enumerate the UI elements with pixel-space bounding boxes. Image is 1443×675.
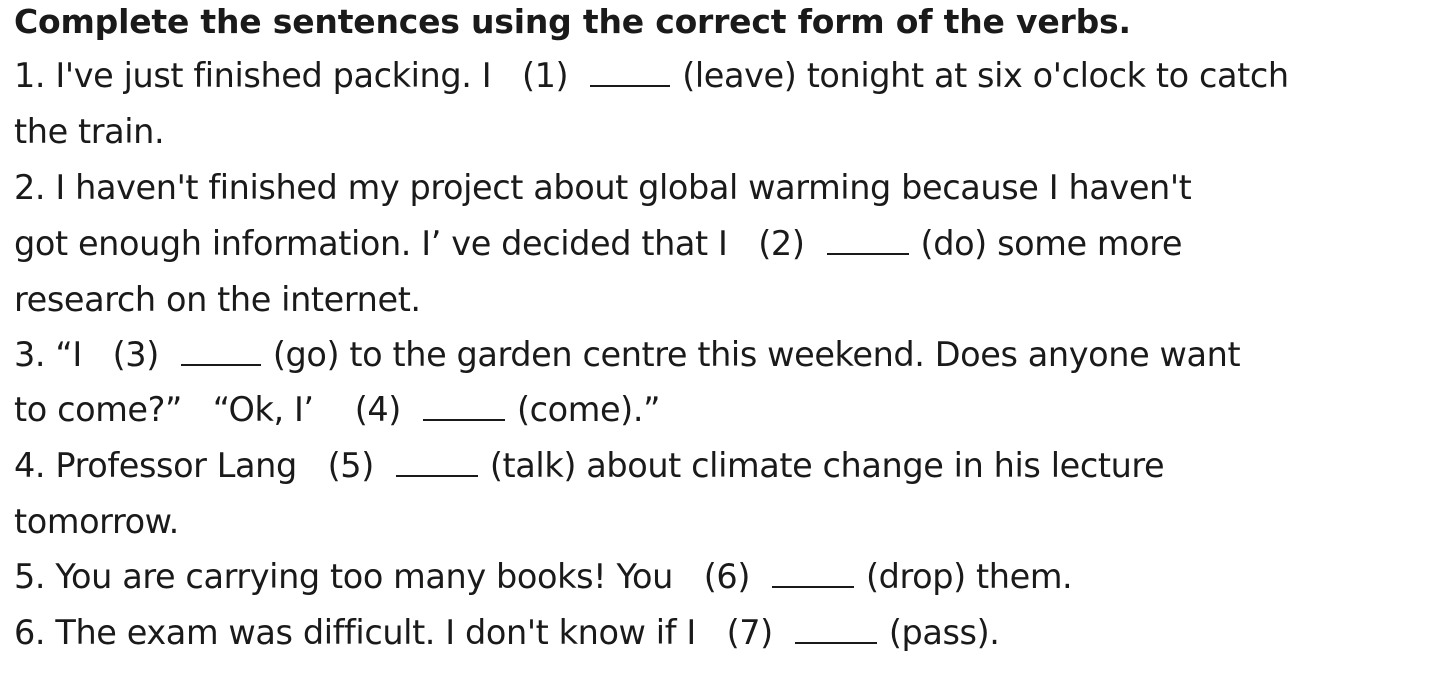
sentence-text: (go) to the garden centre this weekend. … — [272, 335, 1241, 374]
blank-number-7: (7) — [726, 613, 774, 652]
sentence-text: (pass). — [888, 613, 1000, 652]
sentence-2-line-2: got enough information. I’ ve decided th… — [14, 224, 1183, 264]
answer-blank-3[interactable] — [180, 342, 261, 366]
blank-number-4: (4) — [354, 390, 402, 429]
sentence-4-line-1: 4. Professor Lang (5) (talk) about climat… — [14, 446, 1165, 486]
sentence-text: (talk) about climate change in his lectu… — [489, 446, 1165, 485]
sentence-text: 6. The exam was difficult. I don't know … — [14, 613, 696, 652]
answer-blank-7[interactable] — [794, 620, 877, 644]
answer-blank-1[interactable] — [590, 63, 671, 87]
sentence-text: 1. I've just finished packing. I — [14, 56, 492, 95]
sentence-1-line-1: 1. I've just finished packing. I (1) (lea… — [14, 56, 1289, 96]
sentence-text: 4. Professor Lang — [14, 446, 297, 485]
answer-blank-4[interactable] — [422, 397, 505, 421]
sentence-4-line-2: tomorrow. — [14, 502, 179, 541]
blank-number-5: (5) — [327, 446, 375, 485]
sentence-2-line-1: 2. I haven't finished my project about g… — [14, 168, 1192, 207]
blank-number-6: (6) — [703, 557, 751, 596]
sentence-text: to come?” “Ok, I’ — [14, 390, 314, 429]
sentence-text: got enough information. I’ ve decided th… — [14, 224, 728, 263]
sentence-text: (come).” — [516, 390, 661, 429]
sentence-3-line-1: 3. “I (3) (go) to the garden centre this … — [14, 335, 1241, 375]
sentence-text: 5. You are carrying too many books! You — [14, 557, 673, 596]
sentence-text: (leave) tonight at six o'clock to catch — [682, 56, 1289, 95]
sentence-1-line-2: the train. — [14, 112, 165, 151]
sentence-text: (do) some more — [920, 224, 1183, 263]
sentence-6-line-1: 6. The exam was difficult. I don't know … — [14, 613, 1000, 653]
blank-number-2: (2) — [758, 224, 805, 263]
instruction-title: Complete the sentences using the correct… — [14, 2, 1131, 41]
blank-number-1: (1) — [521, 56, 569, 95]
blank-number-3: (3) — [112, 335, 160, 374]
answer-blank-6[interactable] — [772, 564, 854, 588]
answer-blank-2[interactable] — [826, 231, 909, 255]
sentence-5-line-1: 5. You are carrying too many books! You … — [14, 557, 1073, 597]
sentence-text: 3. “I — [14, 335, 82, 374]
sentence-2-line-3: research on the internet. — [14, 280, 421, 319]
sentence-3-line-2: to come?” “Ok, I’ (4) (come).” — [14, 390, 660, 430]
sentence-text: (drop) them. — [866, 557, 1073, 596]
answer-blank-5[interactable] — [395, 453, 478, 477]
